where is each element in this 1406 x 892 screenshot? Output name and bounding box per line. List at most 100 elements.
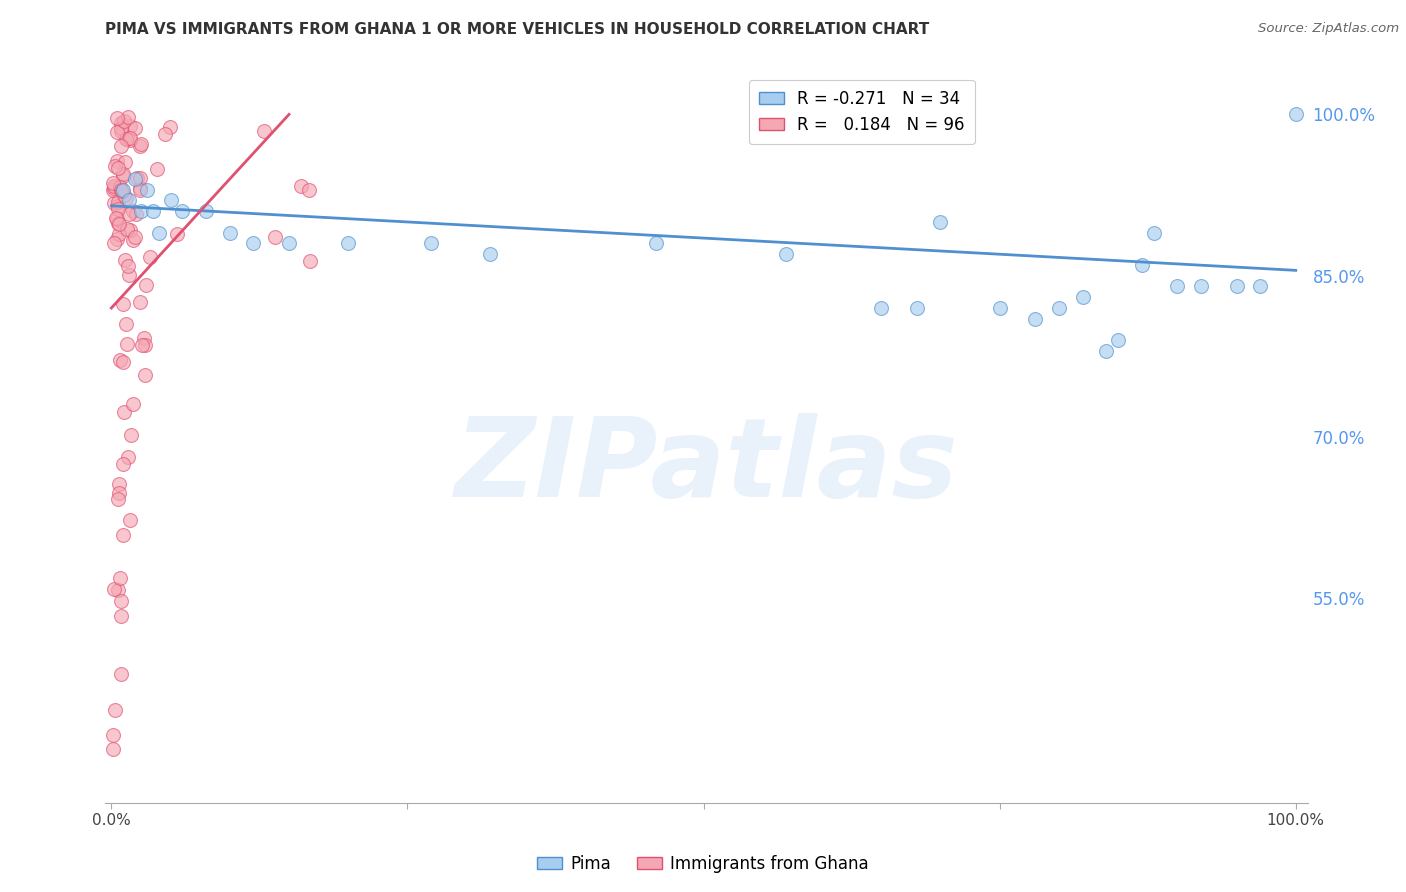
Text: Source: ZipAtlas.com: Source: ZipAtlas.com	[1258, 22, 1399, 36]
Point	[129, 139, 152, 153]
Point	[117, 259, 139, 273]
Point	[645, 236, 668, 251]
Point	[112, 405, 135, 419]
Point	[1071, 290, 1094, 304]
Point	[103, 181, 125, 195]
Point	[118, 207, 141, 221]
Point	[110, 116, 132, 130]
Legend: Pima, Immigrants from Ghana: Pima, Immigrants from Ghana	[531, 848, 875, 880]
Point	[104, 211, 127, 225]
Point	[218, 226, 240, 240]
Point	[1166, 279, 1188, 293]
Point	[107, 199, 129, 213]
Point	[135, 277, 157, 292]
Point	[128, 170, 150, 185]
Point	[107, 216, 129, 230]
Point	[105, 212, 128, 227]
Point	[105, 154, 128, 169]
Point	[1285, 107, 1308, 121]
Point	[108, 352, 131, 367]
Point	[120, 428, 142, 442]
Point	[110, 139, 132, 153]
Text: ZIPatlas: ZIPatlas	[454, 413, 959, 520]
Point	[118, 131, 141, 145]
Point	[114, 132, 136, 146]
Point	[115, 337, 138, 351]
Point	[107, 217, 129, 231]
Point	[111, 458, 134, 472]
Point	[297, 183, 319, 197]
Point	[172, 204, 194, 219]
Point	[166, 227, 188, 241]
Point	[107, 227, 129, 241]
Point	[118, 268, 141, 282]
Point	[131, 338, 153, 352]
Point	[1130, 258, 1153, 272]
Point	[299, 253, 322, 268]
Point	[253, 124, 276, 138]
Point	[101, 741, 124, 756]
Point	[114, 253, 136, 268]
Point	[988, 301, 1011, 315]
Point	[134, 368, 156, 382]
Point	[139, 251, 162, 265]
Point	[117, 450, 139, 464]
Point	[129, 295, 152, 310]
Point	[146, 162, 169, 177]
Point	[107, 195, 129, 210]
Point	[159, 120, 181, 134]
Point	[159, 194, 181, 208]
Point	[122, 233, 145, 247]
Point	[103, 582, 125, 597]
Point	[1142, 226, 1164, 240]
Point	[110, 594, 132, 608]
Point	[110, 608, 132, 623]
Point	[108, 180, 131, 194]
Point	[420, 236, 443, 251]
Text: PIMA VS IMMIGRANTS FROM GHANA 1 OR MORE VEHICLES IN HOUSEHOLD CORRELATION CHART: PIMA VS IMMIGRANTS FROM GHANA 1 OR MORE …	[105, 22, 929, 37]
Point	[110, 121, 132, 136]
Point	[107, 492, 129, 507]
Point	[124, 229, 146, 244]
Point	[290, 179, 312, 194]
Point	[103, 729, 125, 743]
Point	[114, 154, 136, 169]
Point	[104, 703, 127, 717]
Point	[129, 204, 152, 219]
Point	[107, 125, 129, 139]
Point	[1249, 279, 1271, 293]
Point	[1225, 279, 1247, 293]
Point	[103, 235, 125, 250]
Point	[195, 204, 218, 219]
Point	[105, 112, 128, 126]
Point	[105, 232, 128, 246]
Point	[107, 161, 129, 176]
Point	[127, 170, 149, 185]
Point	[101, 176, 124, 190]
Point	[1024, 311, 1046, 326]
Point	[110, 666, 132, 681]
Point	[118, 120, 141, 134]
Point	[112, 183, 135, 197]
Point	[120, 513, 142, 527]
Point	[337, 236, 360, 251]
Point	[1047, 301, 1070, 315]
Point	[114, 317, 136, 331]
Point	[110, 124, 132, 138]
Point	[128, 181, 150, 195]
Point	[107, 202, 129, 216]
Point	[103, 159, 125, 173]
Point	[103, 195, 125, 210]
Point	[121, 397, 143, 411]
Point	[264, 229, 287, 244]
Point	[155, 127, 177, 141]
Point	[134, 337, 156, 351]
Point	[929, 215, 952, 229]
Point	[111, 184, 134, 198]
Point	[242, 236, 264, 251]
Point	[108, 486, 131, 500]
Point	[112, 297, 135, 311]
Point	[103, 178, 125, 193]
Point	[125, 207, 148, 221]
Point	[278, 236, 301, 251]
